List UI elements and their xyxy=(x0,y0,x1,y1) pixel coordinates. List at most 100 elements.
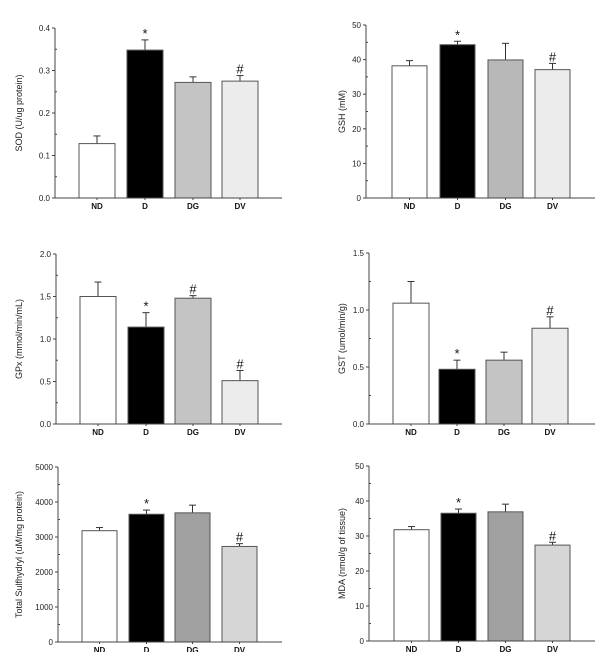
chart-panel-5: ND * D DG # DV 0 1000 2000 3000 4000 5000 Total Sulf… xyxy=(14,463,282,652)
significance-hash: # xyxy=(236,356,244,371)
x-tick-label: ND xyxy=(404,202,416,211)
x-tick-label: DV xyxy=(234,646,246,652)
y-tick-label: 0.3 xyxy=(39,67,51,76)
y-tick-label: 0.0 xyxy=(353,420,365,429)
y-tick-label: 1.5 xyxy=(353,249,365,258)
x-tick-label: DV xyxy=(547,645,559,652)
significance-star: * xyxy=(456,495,461,510)
bar-nd xyxy=(392,302,430,425)
chart-panel-3: ND * D # DG # DV 0.0 0.5 1.0 1.5 2.0 GPx (mmol/min/m… xyxy=(14,250,282,437)
y-tick-label: 0.4 xyxy=(39,24,51,33)
chart-panel-6: ND * D DG # DV 0 10 20 30 40 50 MDA (nmol/g of tissu… xyxy=(337,462,595,652)
x-tick-label: D xyxy=(144,646,150,652)
y-tick-label: 50 xyxy=(355,462,364,471)
y-tick-label: 4000 xyxy=(35,498,53,507)
x-tick-label: D xyxy=(456,645,462,652)
chart-panel-2: ND * D DG # DV 0 10 20 30 40 50 GSH (mM) xyxy=(337,21,595,211)
y-tick-label: 10 xyxy=(355,602,364,611)
y-tick-label: 30 xyxy=(355,532,364,541)
y-tick-label: 40 xyxy=(352,56,361,65)
y-axis-title: SOD (U/ug protein) xyxy=(14,74,24,151)
bar-dg xyxy=(485,359,523,425)
bar-dg xyxy=(487,59,524,199)
bar-nd xyxy=(78,143,116,199)
chart-panel-4: ND * D DG # DV 0.0 0.5 1.0 1.5 GST (umol/min/g) xyxy=(337,249,595,437)
bar-nd xyxy=(391,65,428,199)
y-tick-label: 0.0 xyxy=(39,194,51,203)
y-axis-title: GSH (mM) xyxy=(337,90,347,133)
bar-dv xyxy=(221,80,259,199)
x-tick-label: D xyxy=(455,202,461,211)
bar-dg xyxy=(487,511,524,642)
y-tick-label: 0 xyxy=(49,638,54,647)
bar-dv xyxy=(534,69,571,199)
y-axis-title: MDA (nmol/g of tissue) xyxy=(337,508,347,599)
y-tick-label: 0.5 xyxy=(40,378,52,387)
significance-star: * xyxy=(144,496,149,511)
bar-d xyxy=(440,512,477,642)
significance-hash: # xyxy=(236,530,244,545)
y-axis-title: GST (umol/min/g) xyxy=(337,303,347,374)
y-tick-label: 1000 xyxy=(35,603,53,612)
bar-dv xyxy=(534,544,571,642)
y-tick-label: 50 xyxy=(352,21,361,30)
y-tick-label: 0 xyxy=(360,637,365,646)
x-tick-label: D xyxy=(454,428,460,437)
x-tick-label: DV xyxy=(234,428,246,437)
bar-dg xyxy=(174,81,212,199)
significance-hash: # xyxy=(546,303,554,318)
y-tick-label: 0.5 xyxy=(353,363,365,372)
bar-nd xyxy=(81,530,118,643)
significance-star: * xyxy=(454,346,459,361)
significance-hash: # xyxy=(189,282,197,297)
significance-star: * xyxy=(142,26,147,41)
y-axis-title: Total Sulfhydryl (uM/mg protein) xyxy=(14,491,24,618)
bar-d xyxy=(128,513,165,643)
bar-dg xyxy=(174,512,211,643)
significance-star: * xyxy=(455,27,460,42)
x-tick-label: DG xyxy=(187,646,199,652)
y-tick-label: 20 xyxy=(352,125,361,134)
y-tick-label: 0.1 xyxy=(39,152,51,161)
y-tick-label: 0.0 xyxy=(40,420,52,429)
y-tick-label: 3000 xyxy=(35,533,53,542)
x-tick-label: ND xyxy=(406,645,418,652)
x-tick-label: ND xyxy=(91,202,103,211)
bar-nd xyxy=(393,529,430,642)
significance-hash: # xyxy=(549,528,557,543)
y-tick-label: 2000 xyxy=(35,568,53,577)
bar-dv xyxy=(221,545,258,643)
x-tick-label: DG xyxy=(500,202,512,211)
y-tick-label: 40 xyxy=(355,497,364,506)
y-tick-label: 10 xyxy=(352,159,361,168)
x-tick-label: DG xyxy=(500,645,512,652)
x-tick-label: ND xyxy=(405,428,417,437)
y-tick-label: 2.0 xyxy=(40,250,52,259)
x-tick-label: D xyxy=(142,202,148,211)
x-tick-label: DG xyxy=(187,202,199,211)
bar-dg xyxy=(174,297,212,425)
bar-d xyxy=(127,326,165,425)
y-axis-title: GPx (mmol/min/mL) xyxy=(14,299,24,379)
x-tick-label: DG xyxy=(187,428,199,437)
y-tick-label: 30 xyxy=(352,90,361,99)
bar-d xyxy=(126,49,164,199)
y-tick-label: 20 xyxy=(355,567,364,576)
x-tick-label: DG xyxy=(498,428,510,437)
y-tick-label: 0 xyxy=(357,194,362,203)
x-tick-label: DV xyxy=(234,202,246,211)
x-tick-label: ND xyxy=(92,428,104,437)
y-tick-label: 1.0 xyxy=(353,306,365,315)
bar-d xyxy=(439,44,476,199)
y-tick-label: 5000 xyxy=(35,463,53,472)
bar-dv xyxy=(531,327,569,425)
bar-dv xyxy=(221,380,259,425)
significance-star: * xyxy=(143,299,148,314)
x-tick-label: DV xyxy=(547,202,559,211)
x-tick-label: D xyxy=(143,428,149,437)
bar-d xyxy=(438,368,476,425)
y-tick-label: 1.5 xyxy=(40,293,52,302)
y-tick-label: 0.2 xyxy=(39,109,51,118)
y-tick-label: 1.0 xyxy=(40,335,52,344)
